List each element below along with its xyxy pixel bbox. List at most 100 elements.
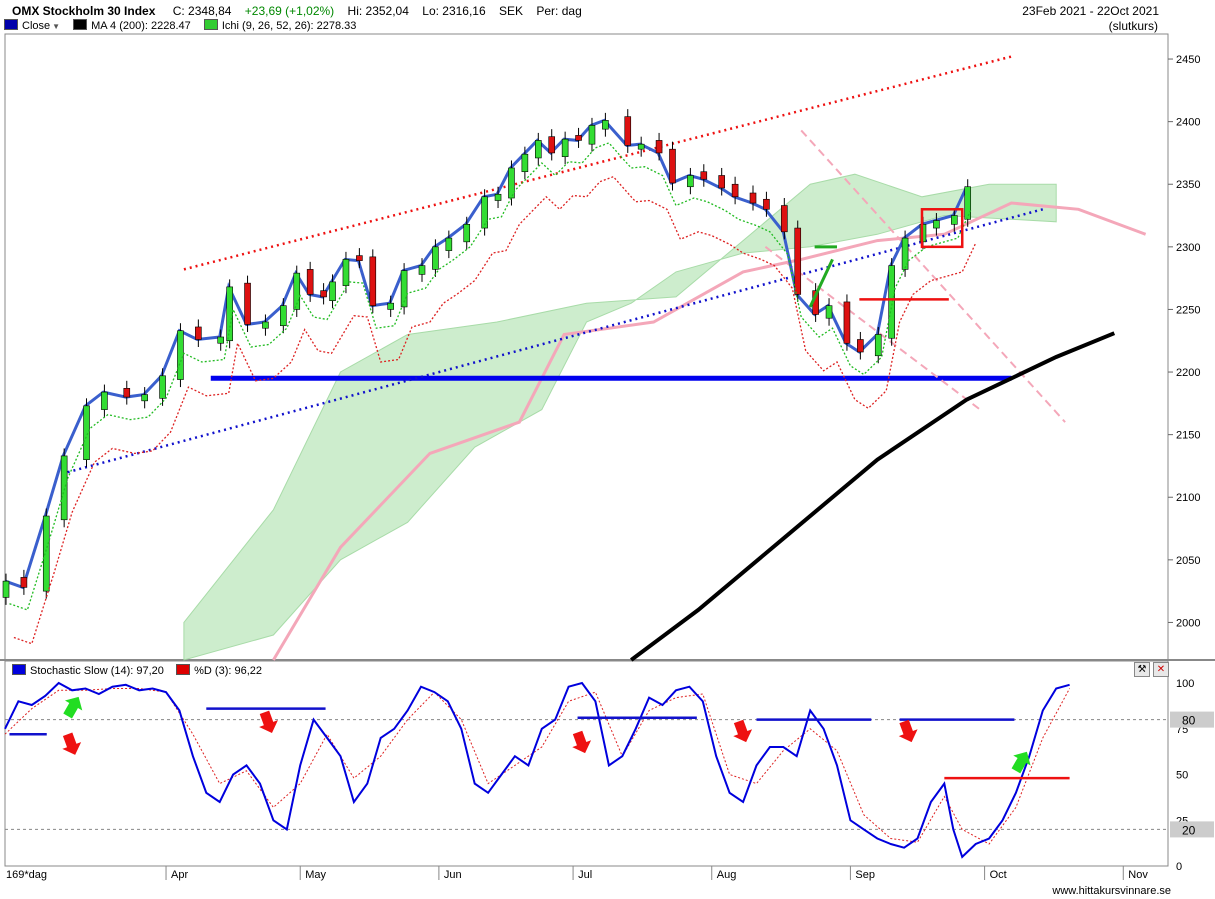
candle-body — [825, 305, 833, 319]
y-tick-label: 2050 — [1176, 555, 1200, 567]
candle-body — [637, 143, 645, 150]
candle-body — [494, 193, 502, 201]
arrow-down-icon — [259, 710, 278, 733]
ichimoku-cloud — [183, 173, 1057, 661]
candle-body — [561, 138, 569, 157]
legend-label-d: %D (3): 96,22 — [194, 665, 263, 677]
settings-icon[interactable]: ⚒ — [1134, 662, 1150, 677]
candle-body — [42, 515, 50, 592]
candle-body — [141, 394, 148, 402]
legend-swatch-ma — [73, 19, 88, 30]
candle-body — [508, 167, 515, 199]
candle-body — [602, 120, 609, 130]
main-legend: Close ▼ MA 4 (200): 2228.47 Ichi (9, 26, … — [4, 19, 366, 32]
stoch-level-badge — [1170, 711, 1214, 728]
stoch-level-label: 20 — [1182, 823, 1196, 837]
candle-body — [950, 215, 958, 225]
candle-body — [731, 183, 739, 198]
candle-body — [669, 148, 676, 184]
downtrend-line-lower — [764, 246, 981, 411]
close-icon[interactable]: ✕ — [1153, 662, 1169, 677]
chart-title: OMX Stockholm 30 Index — [12, 4, 156, 18]
candle-body — [329, 281, 336, 301]
legend-swatch-close — [4, 19, 18, 30]
watermark: www.hittakursvinnare.se — [1052, 885, 1171, 897]
x-start-label: 169*dag — [6, 869, 47, 881]
candle-body — [843, 301, 851, 344]
legend-label-ma: MA 4 (200): 2228.47 — [91, 20, 191, 32]
arrow-down-icon — [898, 719, 918, 743]
stoch-tick-label: 100 — [1176, 678, 1194, 690]
candle-body — [463, 224, 471, 243]
legend-item-close[interactable]: Close ▼ — [4, 19, 60, 32]
currency-label: SEK — [499, 4, 524, 18]
change-value: +23,69 (+1,02%) — [244, 4, 335, 18]
arrow-down-icon — [733, 719, 753, 743]
quote-line: OMX Stockholm 30 Index C: 2348,84 +23,69… — [12, 4, 592, 18]
candle-body — [548, 136, 556, 154]
candle-body — [101, 391, 108, 410]
candle-body — [794, 227, 802, 295]
candle-body — [700, 171, 708, 180]
candle-body — [123, 388, 131, 398]
upper-channel-line — [183, 55, 1012, 271]
candle-body — [244, 282, 251, 325]
candle-body — [217, 336, 225, 344]
ma200-line — [630, 331, 1116, 662]
stoch-level-badge — [1170, 821, 1214, 838]
legend-swatch-stoch — [12, 664, 26, 675]
chevron-down-icon[interactable]: ▼ — [52, 22, 61, 31]
candle-body — [521, 153, 529, 173]
low-value: Lo: 2316,16 — [422, 4, 486, 18]
candle-body — [749, 192, 757, 204]
candle-body — [262, 321, 269, 329]
candle-body — [687, 175, 694, 188]
candle-body — [888, 265, 895, 339]
candle-body — [83, 405, 90, 460]
high-value: Hi: 2352,04 — [347, 4, 409, 18]
candle-body — [320, 290, 327, 298]
candle-body — [20, 577, 28, 588]
kijun-line — [13, 175, 977, 645]
candle-body — [481, 196, 488, 229]
y-tick-label: 2350 — [1176, 179, 1200, 191]
candle-body — [226, 286, 233, 342]
legend-item-ma[interactable]: MA 4 (200): 2228.47 — [73, 19, 191, 32]
arrow-up-icon — [1011, 751, 1031, 774]
candle-body — [874, 334, 882, 357]
candle-body — [718, 175, 725, 189]
arrow-up-icon — [63, 696, 83, 719]
y-tick-label: 2450 — [1176, 54, 1200, 66]
y-tick-label: 2100 — [1176, 492, 1200, 504]
candle-body — [177, 330, 184, 380]
candle-body — [195, 326, 202, 340]
candle-body — [901, 237, 909, 270]
stoch-level-label: 80 — [1182, 714, 1196, 728]
chart-header: OMX Stockholm 30 Index C: 2348,84 +23,69… — [0, 0, 1215, 33]
x-tick-label: May — [305, 869, 326, 881]
legend-item-ichi[interactable]: Ichi (9, 26, 52, 26): 2278.33 — [203, 19, 356, 32]
price-basis: (slutkurs) — [1108, 19, 1158, 33]
candle-body — [534, 140, 542, 159]
y-tick-label: 2200 — [1176, 367, 1200, 379]
legend-swatch-d — [176, 664, 191, 675]
stoch-plot-frame — [4, 660, 1169, 867]
arrow-down-icon — [62, 732, 82, 755]
y-tick-label: 2150 — [1176, 430, 1200, 442]
candle-body — [342, 259, 350, 286]
y-tick-label: 2000 — [1176, 617, 1200, 629]
arrow-down-icon — [572, 730, 592, 754]
candle-body — [588, 125, 596, 145]
date-range: 23Feb 2021 - 22Oct 2021 — [1022, 4, 1159, 18]
candle-body — [280, 305, 287, 327]
y-tick-label: 2400 — [1176, 117, 1200, 129]
y-tick-label: 2300 — [1176, 242, 1200, 254]
lower-channel-line — [67, 208, 1044, 474]
x-tick-label: Sep — [855, 869, 875, 881]
candle-body — [624, 116, 632, 146]
candle-body — [781, 205, 788, 233]
candle-body — [575, 135, 582, 141]
candle-body — [933, 220, 940, 229]
legend-label-close: Close — [22, 20, 51, 32]
